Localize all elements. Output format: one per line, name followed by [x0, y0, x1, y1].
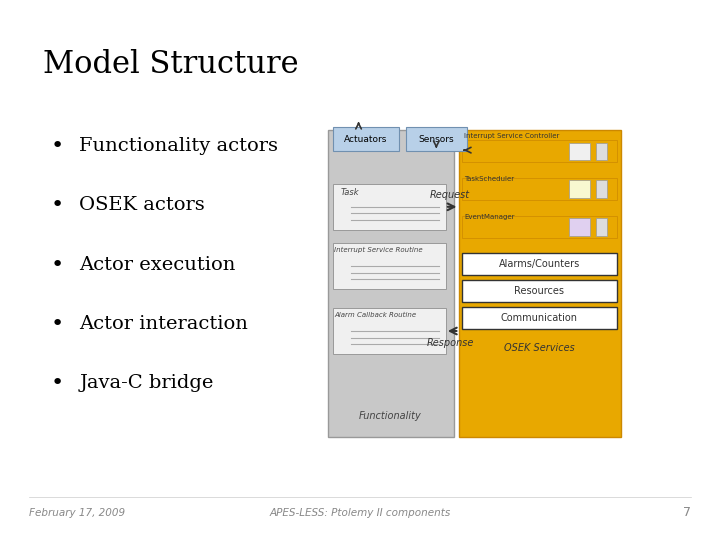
- Text: •: •: [50, 136, 63, 156]
- FancyBboxPatch shape: [462, 280, 617, 302]
- Text: Resources: Resources: [514, 286, 564, 296]
- Text: Response: Response: [426, 338, 474, 348]
- FancyBboxPatch shape: [462, 307, 617, 329]
- Text: •: •: [50, 195, 63, 215]
- Text: APES-LESS: Ptolemy II components: APES-LESS: Ptolemy II components: [269, 508, 451, 518]
- FancyBboxPatch shape: [569, 143, 590, 160]
- FancyBboxPatch shape: [333, 184, 446, 230]
- FancyBboxPatch shape: [462, 140, 617, 162]
- Text: •: •: [50, 314, 63, 334]
- Text: Communication: Communication: [501, 313, 577, 323]
- Text: Actuators: Actuators: [344, 135, 387, 144]
- FancyBboxPatch shape: [596, 180, 607, 198]
- Text: Interrupt Service Controller: Interrupt Service Controller: [464, 133, 559, 139]
- Text: Actor interaction: Actor interaction: [79, 315, 248, 333]
- Text: OSEK actors: OSEK actors: [79, 196, 205, 214]
- FancyBboxPatch shape: [569, 180, 590, 198]
- FancyBboxPatch shape: [569, 218, 590, 236]
- Text: 7: 7: [683, 507, 691, 519]
- Text: February 17, 2009: February 17, 2009: [29, 508, 125, 518]
- Text: Functionality actors: Functionality actors: [79, 137, 278, 155]
- Text: Alarm Callback Routine: Alarm Callback Routine: [334, 312, 416, 318]
- Text: •: •: [50, 373, 63, 394]
- Text: Actor execution: Actor execution: [79, 255, 235, 274]
- FancyBboxPatch shape: [596, 143, 607, 160]
- Text: OSEK Services: OSEK Services: [504, 343, 575, 353]
- FancyBboxPatch shape: [328, 130, 454, 437]
- Text: Alarms/Counters: Alarms/Counters: [499, 259, 580, 269]
- Text: Task: Task: [341, 188, 359, 197]
- Text: Functionality: Functionality: [359, 411, 422, 421]
- Text: EventManager: EventManager: [464, 214, 515, 220]
- FancyBboxPatch shape: [333, 127, 399, 151]
- FancyBboxPatch shape: [462, 216, 617, 238]
- Text: •: •: [50, 254, 63, 275]
- Text: Request: Request: [430, 190, 470, 200]
- FancyBboxPatch shape: [333, 243, 446, 289]
- FancyBboxPatch shape: [462, 253, 617, 275]
- FancyBboxPatch shape: [462, 178, 617, 200]
- Text: Java-C bridge: Java-C bridge: [79, 374, 214, 393]
- Text: Model Structure: Model Structure: [43, 49, 299, 79]
- FancyBboxPatch shape: [459, 130, 621, 437]
- FancyBboxPatch shape: [406, 127, 467, 151]
- FancyBboxPatch shape: [333, 308, 446, 354]
- Text: Sensors: Sensors: [418, 135, 454, 144]
- Text: TaskScheduler: TaskScheduler: [464, 176, 515, 183]
- Text: Interrupt Service Routine: Interrupt Service Routine: [334, 247, 423, 253]
- FancyBboxPatch shape: [596, 218, 607, 236]
